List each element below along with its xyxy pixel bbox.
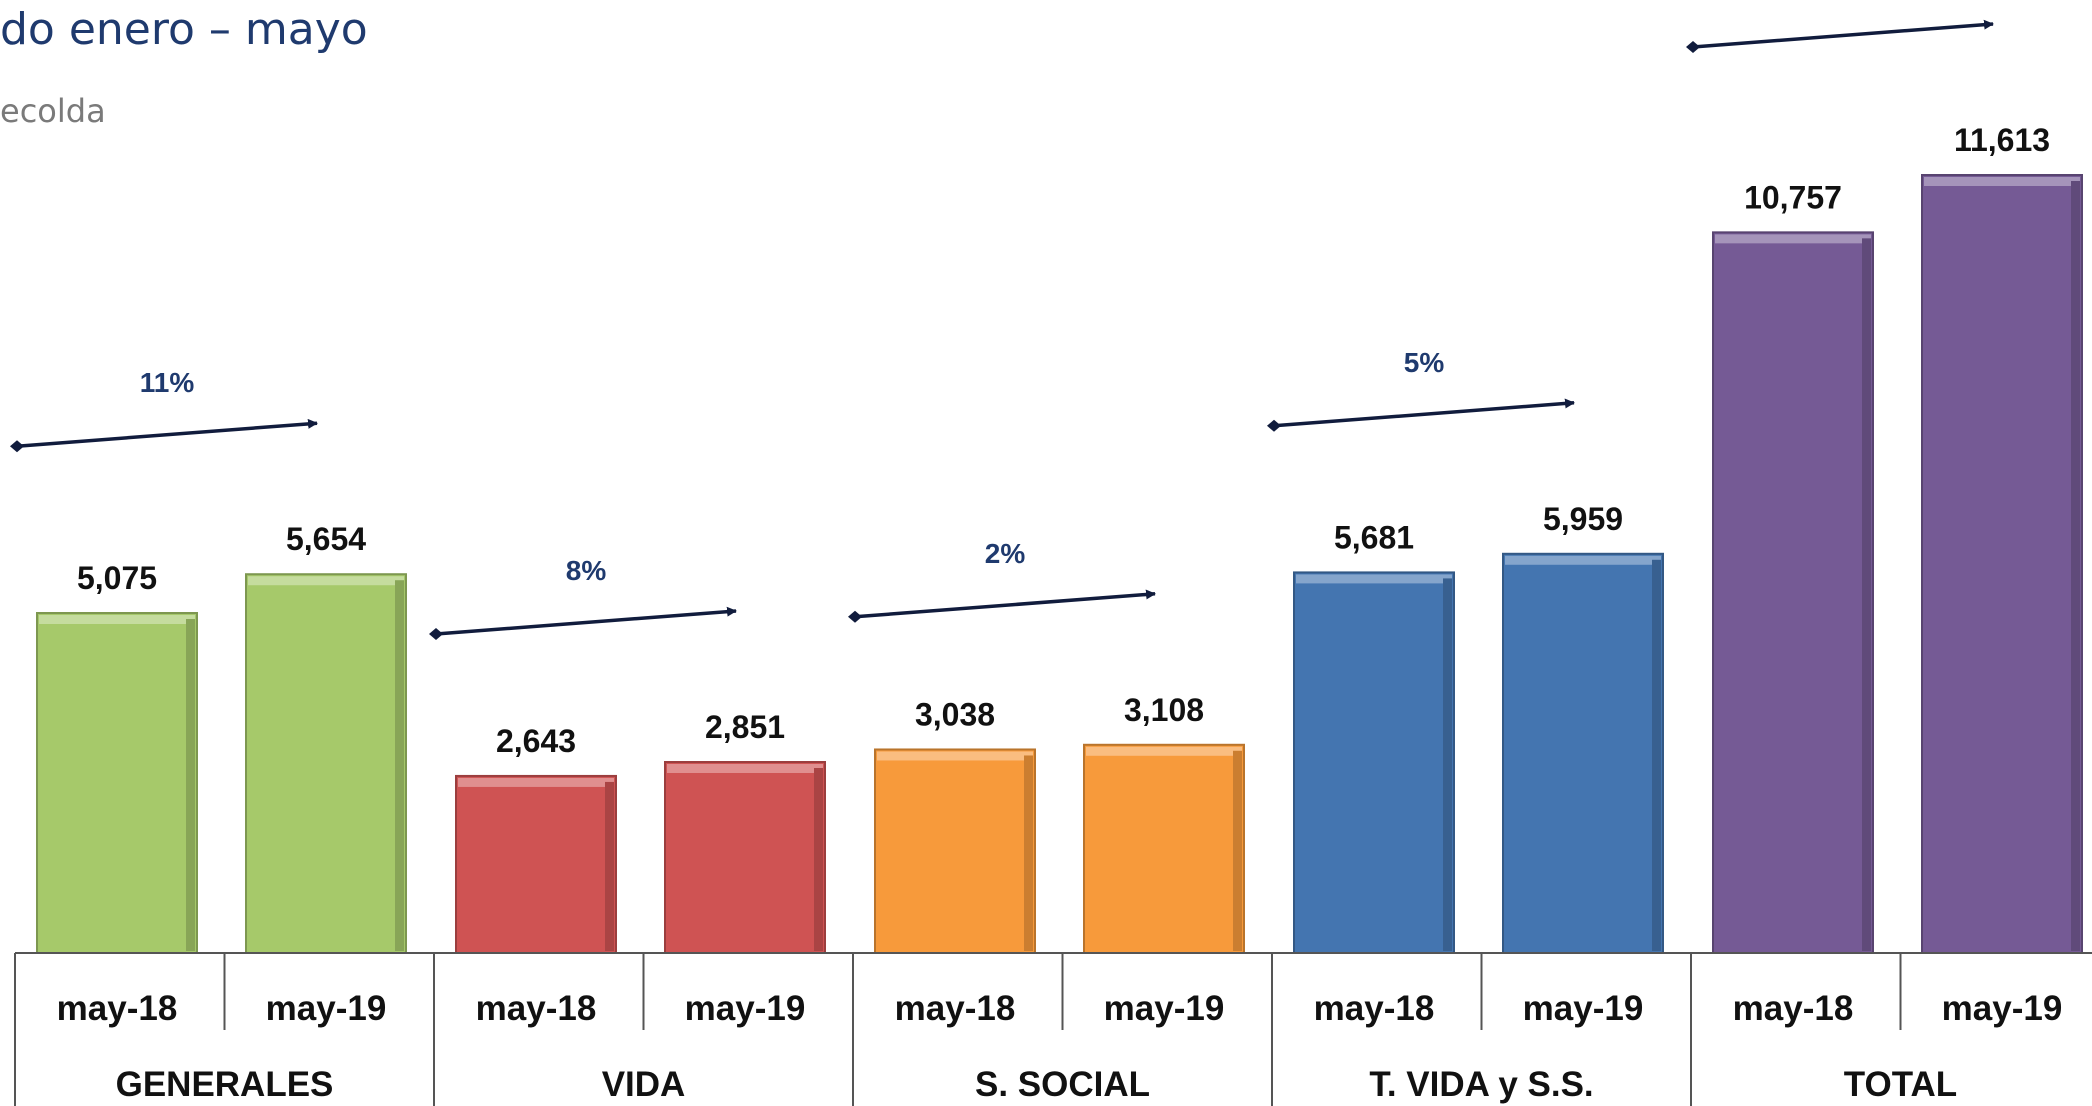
x-group-label: TOTAL: [1844, 1065, 1957, 1104]
arrow-start-marker: [429, 628, 443, 641]
bar-bevel: [1296, 574, 1452, 584]
data-label: 5,654: [286, 521, 366, 557]
bar: [1712, 231, 1874, 955]
arrow-start-marker: [10, 440, 24, 453]
data-label: 11,613: [1954, 122, 2050, 158]
x-group-label: S. SOCIAL: [975, 1065, 1150, 1104]
data-label: 5,959: [1543, 501, 1623, 537]
data-label: 3,038: [915, 696, 995, 732]
x-group-label: T. VIDA y S.S.: [1369, 1065, 1593, 1104]
bar: [36, 612, 198, 954]
growth-arrow: [854, 589, 1156, 619]
arrow-start-marker: [1686, 41, 1700, 53]
x-tick-label: may-18: [895, 989, 1016, 1028]
x-tick-label: may-18: [1733, 989, 1854, 1028]
bar: [245, 573, 407, 954]
bar-bevel: [395, 580, 404, 951]
bar-bevel: [605, 781, 614, 951]
data-label: 2,851: [705, 709, 785, 745]
bar: [1083, 743, 1245, 955]
bar: [664, 761, 826, 954]
bar: [874, 748, 1036, 955]
bar-bevel: [1505, 555, 1661, 565]
x-group-label: GENERALES: [116, 1065, 334, 1104]
arrow-start-marker: [848, 610, 862, 623]
growth-percent-label: 11%: [140, 367, 195, 398]
chart-title: do enero – mayo: [0, 4, 368, 55]
growth-percent-label: 5%: [1404, 347, 1445, 378]
bar-bevel: [1715, 234, 1871, 244]
bar-bevel: [186, 619, 195, 951]
bar-bevel: [2071, 181, 2080, 951]
x-tick-label: may-19: [266, 989, 387, 1028]
x-tick-label: may-19: [1104, 989, 1225, 1028]
bar-bevel: [814, 768, 823, 951]
bar: [1293, 571, 1455, 954]
bar-bevel: [458, 777, 614, 787]
bar-bevel: [248, 576, 404, 586]
x-tick-label: may-19: [1942, 989, 2063, 1028]
growth-arrow: [1273, 398, 1575, 428]
data-label: 3,108: [1124, 692, 1204, 728]
bar-bevel: [1652, 559, 1661, 951]
growth-arrow: [16, 418, 318, 448]
x-tick-label: may-18: [476, 989, 597, 1028]
growth-arrow: [435, 606, 737, 636]
x-tick-label: may-19: [685, 989, 806, 1028]
x-tick-label: may-18: [1314, 989, 1435, 1028]
data-label: 5,681: [1334, 519, 1414, 555]
data-label: 5,075: [77, 560, 157, 596]
arrow-start-marker: [1267, 419, 1281, 432]
x-group-label: VIDA: [602, 1065, 686, 1104]
bar: [455, 774, 617, 955]
bar-bevel: [1862, 238, 1871, 951]
x-tick-label: may-19: [1523, 989, 1644, 1028]
chart-subtitle: ecolda: [0, 92, 106, 130]
bar-bevel: [39, 615, 195, 625]
bar-bevel: [1086, 746, 1242, 756]
bar-bevel: [1924, 177, 2080, 186]
bar-bevel: [667, 764, 823, 774]
growth-arrow: [1692, 19, 1994, 49]
data-label: 2,643: [496, 723, 576, 759]
bar: [1502, 552, 1664, 954]
data-label: 10,757: [1744, 179, 1842, 215]
bar-bevel: [1024, 755, 1033, 951]
bar: [1921, 174, 2083, 954]
bar-bevel: [1443, 578, 1452, 951]
x-tick-label: may-18: [57, 989, 178, 1028]
growth-percent-label: 8%: [566, 555, 607, 586]
growth-percent-label: 2%: [985, 538, 1026, 569]
bar-bevel: [1233, 750, 1242, 951]
bar-bevel: [877, 751, 1033, 761]
